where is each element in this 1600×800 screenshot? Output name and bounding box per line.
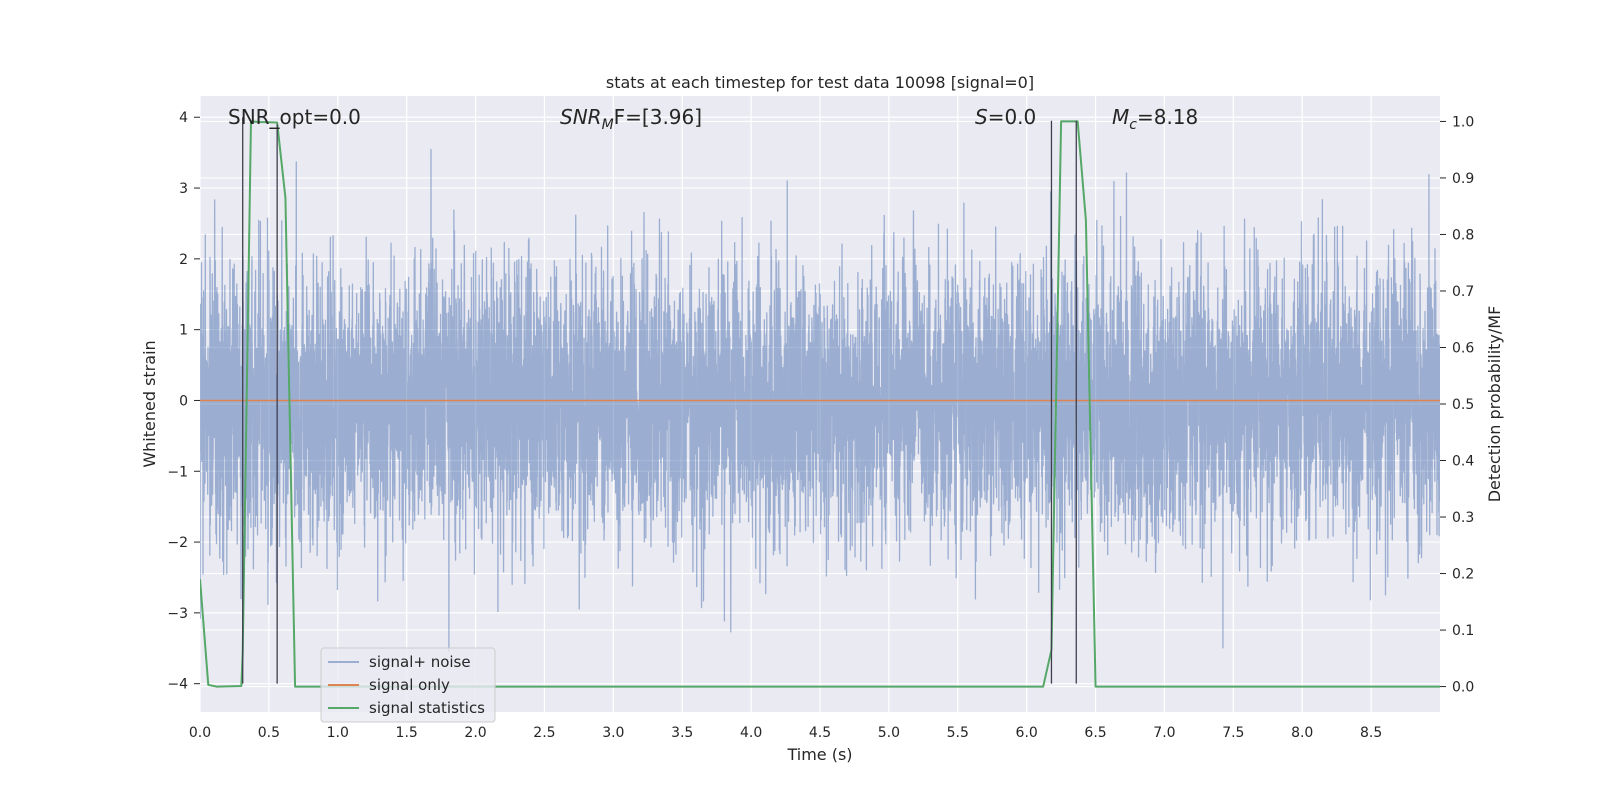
y2-tick-label: 0.4 (1452, 454, 1474, 470)
x-tick-label: 8.0 (1291, 725, 1313, 741)
legend-label-signal-statistics: signal statistics (369, 699, 485, 717)
y-tick-label: 1 (179, 323, 188, 339)
legend-label-signal-only: signal only (369, 676, 450, 694)
y2-tick-label: 0.0 (1452, 680, 1474, 696)
mc-rest: =8.18 (1137, 105, 1198, 129)
y-tick-label: −4 (167, 677, 188, 693)
x-tick-label: 4.0 (740, 725, 762, 741)
y-tick-label: 4 (179, 110, 188, 126)
x-tick-label: 2.5 (533, 725, 555, 741)
x-tick-label: 3.0 (602, 725, 624, 741)
s-italic: S (975, 105, 988, 129)
series-signal-noise (200, 148, 1440, 653)
mc-main: M (1112, 105, 1129, 129)
vertical-markers (242, 117, 1077, 684)
y2-tick-label: 0.5 (1452, 397, 1474, 413)
y2-tick-label: 0.8 (1452, 227, 1474, 243)
y2-tick-label: 0.1 (1452, 623, 1474, 639)
y2-tick-label: 1.0 (1452, 114, 1474, 130)
x-tick-label: 6.5 (1084, 725, 1106, 741)
x-tick-label: 0.0 (189, 725, 211, 741)
x-tick-label: 4.5 (809, 725, 831, 741)
x-tick-label: 1.5 (396, 725, 418, 741)
x-tick-label: 7.0 (1153, 725, 1175, 741)
ticks: 0.0 0.5 1.0 1.5 2.0 2.5 3.0 3.5 4.0 4.5 5.0 5.5 6.0 6… (167, 110, 1474, 741)
x-tick-label: 7.5 (1222, 725, 1244, 741)
mc-annotation: Mc=8.18 (1112, 105, 1198, 133)
y-tick-label: −2 (167, 535, 188, 551)
legend-label-signal-noise: signal+ noise (369, 653, 471, 671)
x-tick-label: 8.5 (1360, 725, 1382, 741)
x-tick-label: 5.5 (947, 725, 969, 741)
x-tick-label: 2.0 (464, 725, 486, 741)
snr-mf-main: SNR (560, 105, 602, 129)
mc-sub: c (1129, 117, 1137, 133)
series-signal-statistics (200, 120, 1440, 688)
x-tick-label: 5.0 (878, 725, 900, 741)
legend-box (320, 647, 496, 723)
x-tick-label: 1.0 (327, 725, 349, 741)
chart-title: stats at each timestep for test data 100… (606, 73, 1034, 92)
y2-axis-label: Detection probability/MF (1485, 306, 1504, 503)
x-tick-label: 3.5 (671, 725, 693, 741)
legend: signal+ noise signal only signal statist… (320, 647, 496, 723)
s-annotation: S=0.0 (975, 105, 1036, 129)
y-tick-label: 0 (179, 393, 188, 409)
y2-tick-label: 0.2 (1452, 567, 1474, 583)
x-tick-label: 0.5 (258, 725, 280, 741)
y-tick-label: −1 (167, 464, 188, 480)
y2-tick-label: 0.3 (1452, 510, 1474, 526)
series-layer (200, 120, 1440, 688)
x-tick-label: 6.0 (1016, 725, 1038, 741)
y-tick-label: 2 (179, 252, 188, 268)
y-tick-label: −3 (167, 606, 188, 622)
y-axis-label: Whitened strain (140, 340, 159, 467)
y2-tick-label: 0.9 (1452, 171, 1474, 187)
snr-opt-annotation: SNR_opt=0.0 (228, 105, 361, 129)
snr-mf-sub: M (602, 117, 614, 133)
snr-mf-rest: F=[3.96] (614, 105, 702, 129)
snr-mf-annotation: SNRMF=[3.96] (560, 105, 702, 133)
y-tick-label: 3 (179, 181, 188, 197)
s-rest: =0.0 (988, 105, 1037, 129)
y2-tick-label: 0.7 (1452, 284, 1474, 300)
y2-tick-label: 0.6 (1452, 340, 1474, 356)
x-axis-label: Time (s) (786, 745, 852, 764)
